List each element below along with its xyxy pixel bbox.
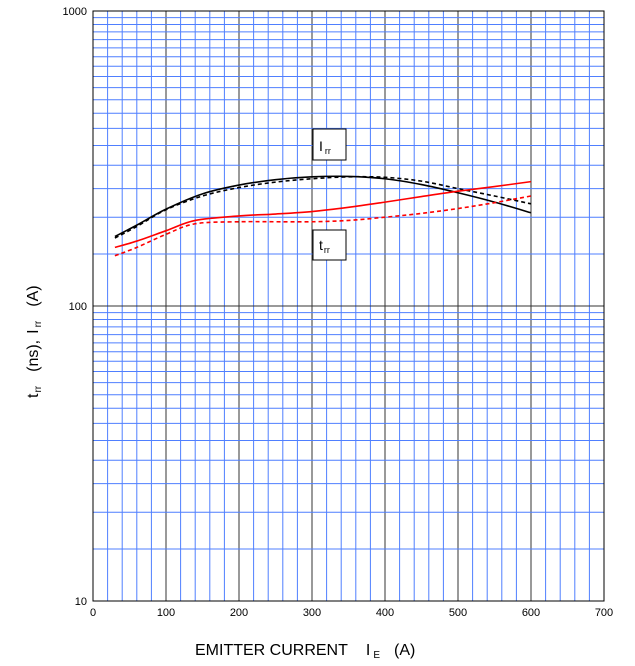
y-tick-label: 1000	[63, 6, 87, 18]
x-tick-label: 400	[376, 607, 394, 619]
x-axis-label-unit: (A)	[394, 642, 415, 659]
x-tick-label: 600	[522, 607, 540, 619]
y-tick-label: 10	[75, 596, 87, 608]
series-line-trr_solid	[114, 180, 532, 249]
grid	[93, 11, 604, 601]
x-axis-label-symbol: I	[366, 642, 370, 659]
y-label-trr-subscript: rr	[33, 385, 44, 392]
trr-label-symbol: t	[319, 237, 323, 253]
y-label-irr-subscript: rr	[33, 320, 44, 327]
x-axis-label-subscript: E	[373, 650, 380, 661]
x-axis-label-main: EMITTER CURRENT	[195, 642, 348, 659]
svg-text:trr: trr	[319, 237, 330, 255]
y-label-trr-symbol: t	[25, 393, 42, 398]
x-tick-label: 100	[157, 607, 175, 619]
irr-label-symbol: I	[319, 138, 323, 154]
x-tick-label: 700	[595, 607, 613, 619]
tick-labels: 0 100 200 300 400 500 600 700 10 100 1000	[63, 6, 614, 619]
y-tick-label: 100	[69, 301, 87, 313]
irr-label-subscript: rr	[325, 146, 331, 156]
trr-curve-label: trr	[312, 229, 347, 261]
x-tick-label: 300	[303, 607, 321, 619]
y-label-trr-unit: (ns),	[25, 340, 42, 372]
series-layer	[114, 175, 532, 257]
series-line-irr_dashed	[114, 175, 532, 239]
y-label-irr-symbol: I	[25, 329, 42, 333]
x-axis-label: EMITTER CURRENT I E (A)	[195, 642, 415, 661]
svg-text:Irr: Irr	[319, 138, 331, 156]
x-tick-label: 500	[449, 607, 467, 619]
plot-frame	[92, 10, 605, 602]
x-tick-label: 0	[90, 607, 96, 619]
trr-label-subscript: rr	[324, 245, 330, 255]
x-tick-label: 200	[230, 607, 248, 619]
y-axis-label: trr(ns),Irr(A)	[25, 285, 44, 398]
series-line-trr_dashed	[114, 195, 532, 257]
y-label-irr-unit: (A)	[25, 285, 42, 306]
